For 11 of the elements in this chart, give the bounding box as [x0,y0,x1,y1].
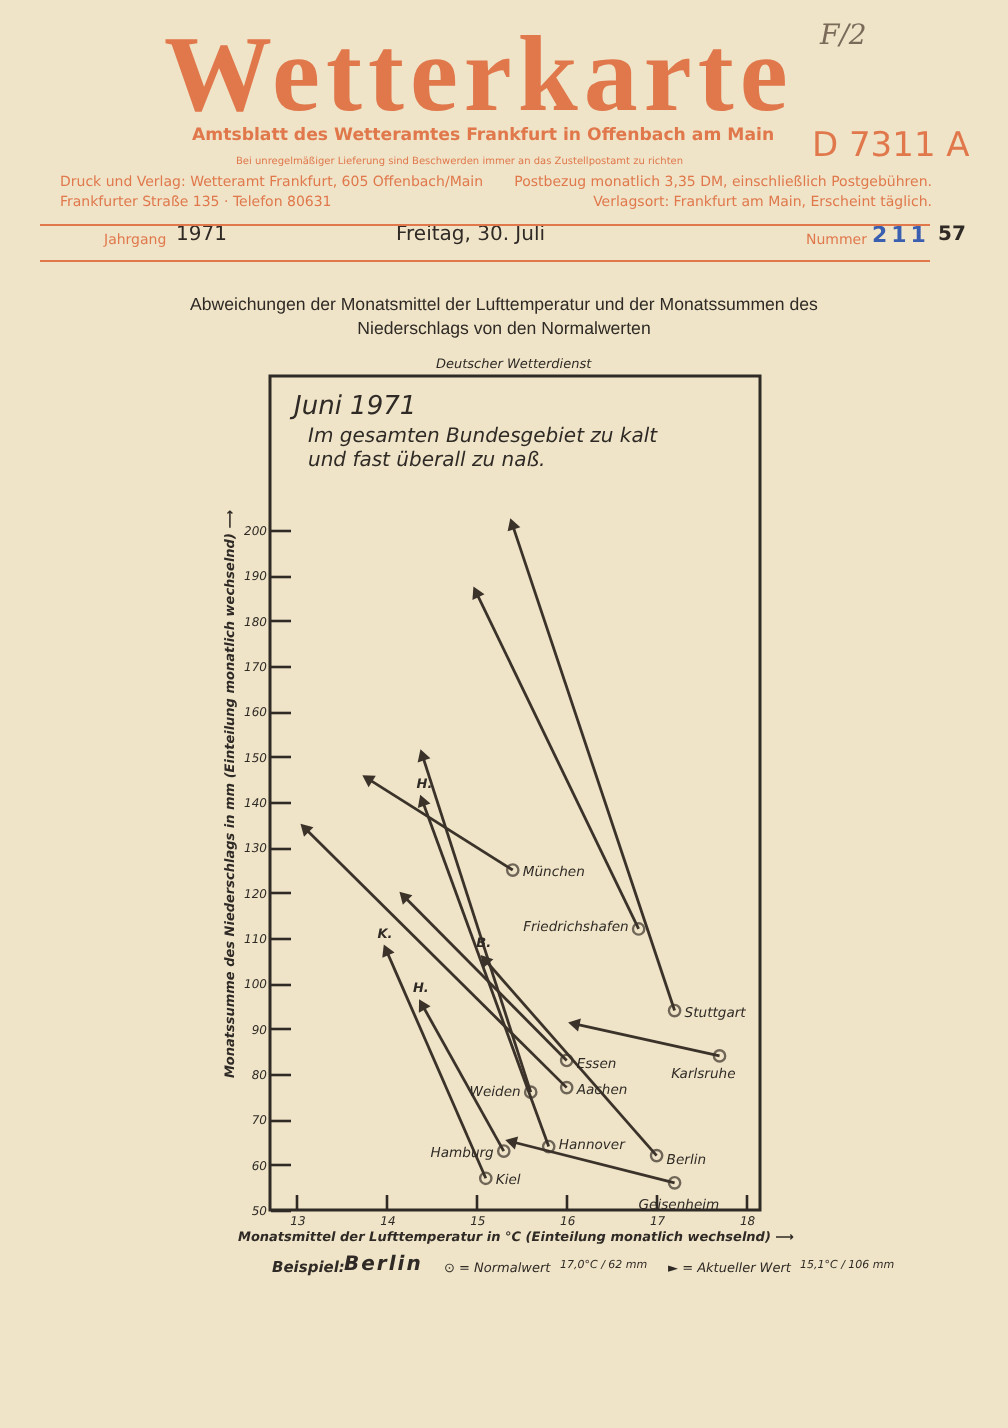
text: Amtsblatt des Wetteramtes Frankfurt in Offenbach am Main [192,126,775,146]
annotation: Im gesamten Bundesgebiet zu kalt [308,426,658,448]
annotation: Juni 1971 [294,392,417,422]
text: F/2 [820,20,867,52]
text: 57 [938,224,966,246]
text: 1971 [176,224,227,246]
text: Berlin [344,1254,423,1276]
annotation: und fast überall zu naß. [308,450,546,472]
text: D 7311 A [812,126,970,166]
chart-title: Abweichungen der Monatsmittel der Lufttemperatur und der Monatssummen des Niederschlags von den Normalwerten [188,292,820,340]
text: 211 [872,222,930,248]
